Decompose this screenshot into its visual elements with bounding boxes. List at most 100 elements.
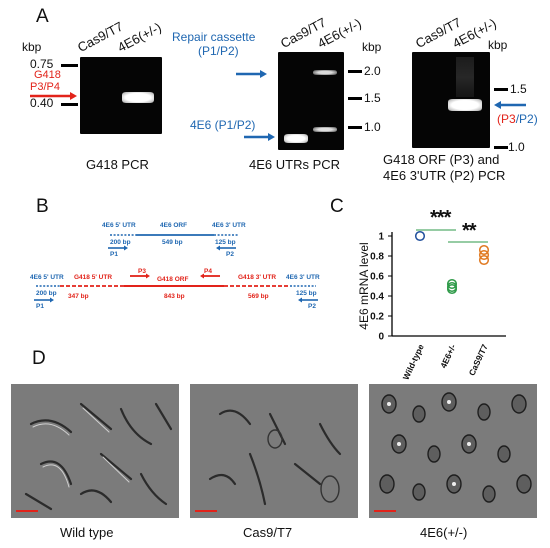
gel2-marker-tick-10 [348, 126, 362, 129]
gel2-marker-15: 1.5 [364, 91, 381, 105]
gel3-primer-p2: /P2) [515, 112, 538, 126]
gel2-kbp-label: kbp [362, 40, 382, 54]
bot-utr3-label: 4E6 3' UTR [286, 274, 320, 281]
gel2-image [278, 52, 344, 150]
sig-stars-left: *** [430, 207, 451, 229]
x-tick-label-1: 4E6+/- [438, 342, 458, 369]
gel2-repair-arrow [236, 70, 267, 78]
panel-c-letter: C [330, 196, 344, 217]
panel-b-diagram: 4E6 5' UTR 4E6 ORF 4E6 3' UTR 200 bp 549… [30, 222, 320, 310]
micrograph-wild-type-cells [24, 402, 173, 511]
gel3-marker-tick-15 [494, 88, 508, 91]
top-bp-549: 549 bp [162, 239, 183, 246]
bot-bp-843: 843 bp [164, 293, 185, 300]
panel-a-letter: A [36, 6, 49, 27]
gel1-caption: G418 PCR [86, 157, 149, 172]
gel2-marker-tick-20 [348, 70, 362, 73]
micrograph-wild-type [11, 384, 179, 518]
gel3-marker-10: 1.0 [508, 140, 525, 154]
panel-d-letter: D [32, 348, 46, 369]
top-bp-200: 200 bp [110, 239, 131, 246]
top-orf-label: 4E6 ORF [160, 222, 187, 229]
top-p1-label: P1 [110, 251, 118, 258]
micrograph-cas9-t7-cells [208, 409, 342, 506]
top-bp-125: 125 bp [215, 239, 236, 246]
data-point-0-0 [414, 230, 426, 242]
gel3-primer-p3: P3 [501, 112, 516, 126]
bot-p2-label: P2 [308, 303, 316, 310]
x-tick-label-0: Wild-type [401, 342, 426, 381]
micrograph-4e6-cells [379, 392, 532, 503]
y-tick-label-5: 1 [378, 232, 384, 243]
panel-b-letter: B [36, 196, 49, 217]
gel3-primer-label: (P3/P2) [497, 112, 538, 126]
gel3-kbp-label: kbp [488, 38, 508, 52]
data-point-1-2 [446, 283, 458, 295]
data-point-2-2 [478, 254, 490, 266]
y-axis-label: 4E6 mRNA level [357, 242, 371, 329]
gel3-primer-open: ( [497, 112, 501, 126]
top-p2-label: P2 [226, 251, 234, 258]
gel2-marker-tick-15 [348, 97, 362, 100]
micro-label-4e6: 4E6(+/-) [420, 525, 468, 540]
micrograph-4e6 [369, 384, 537, 518]
gel2-band-lane2-upper [313, 70, 337, 75]
bot-p3-label: P3 [138, 268, 146, 275]
gel3-smear [456, 57, 474, 97]
bot-bp-347: 347 bp [68, 293, 89, 300]
gel3-marker-15: 1.5 [510, 82, 527, 96]
gel3-caption-2: 4E6 3'UTR (P2) PCR [383, 168, 506, 183]
gel1-lane-label-1: Cas9/T7 [74, 18, 126, 55]
gel2-band-lane2-lower [313, 127, 337, 132]
gel3-marker-tick-10 [494, 146, 508, 149]
gel3-band [448, 99, 482, 111]
bot-p1-label: P1 [36, 303, 44, 310]
data-point-2-0 [478, 244, 490, 256]
scale-bar [195, 510, 217, 512]
sig-stars-right: ** [462, 220, 477, 242]
y-tick-label-3: 0.6 [370, 272, 384, 283]
gel1-primer-label-1: G418 [34, 69, 61, 81]
x-tick-label-2: CaS9/T7 [467, 342, 490, 377]
bot-utr5-label: 4E6 5' UTR [30, 274, 64, 281]
top-utr5-label: 4E6 5' UTR [102, 222, 136, 229]
bot-bp-200: 200 bp [36, 290, 57, 297]
data-point-2-1 [478, 249, 490, 261]
gel1-marker-075: 0.75 [30, 57, 54, 71]
gel3-primer-arrow [494, 101, 526, 109]
bot-p4-label: P4 [204, 268, 212, 275]
gel2-marker-20: 2.0 [364, 64, 381, 78]
top-utr3-label: 4E6 3' UTR [212, 222, 246, 229]
gel3-caption-1: G418 ORF (P3) and [383, 152, 500, 167]
micro-label-cas9-t7: Cas9/T7 [243, 525, 293, 540]
gel1-kbp-label: kbp [22, 40, 42, 54]
y-tick-label-4: 0.8 [370, 252, 384, 263]
gel2-band-lane1 [284, 134, 308, 143]
bot-g418-3utr-label: G418 3' UTR [238, 274, 276, 281]
gel2-repair-label-2: (P1/P2) [198, 44, 239, 58]
y-tick-label-2: 0.4 [370, 292, 384, 303]
gel1-lane-label-2: 4E6(+/-) [114, 19, 164, 56]
data-point-1-0 [446, 278, 458, 290]
scale-bar [374, 510, 396, 512]
gel1-primer-arrow [30, 92, 77, 100]
gel1-marker-tick-040 [61, 103, 78, 106]
gel1-marker-040: 0.40 [30, 96, 54, 110]
bot-bp-125: 125 bp [296, 290, 317, 297]
gel1-image [80, 57, 162, 134]
scale-bar [16, 510, 38, 512]
bot-g418-5utr-label: G418 5' UTR [74, 274, 112, 281]
bot-bp-569: 569 bp [248, 293, 269, 300]
y-tick-label-0: 0 [378, 332, 384, 343]
gel1-primer-label-2: P3/P4 [30, 81, 60, 93]
gel3-image [412, 52, 490, 148]
panel-c-chart: 0 0.2 0.4 0.6 0.8 1 4E6 mRNA level Wild-type 4E6… [357, 229, 506, 381]
gel1-band [122, 92, 154, 103]
y-tick-label-1: 0.2 [370, 312, 384, 323]
gel1-marker-tick-075 [61, 64, 78, 67]
gel2-repair-label-1: Repair cassette [172, 30, 256, 44]
bot-g418-orf-label: G418 ORF [157, 276, 188, 283]
gel2-caption: 4E6 UTRs PCR [249, 157, 341, 172]
micro-label-wild-type: Wild type [60, 525, 114, 540]
micrograph-cas9-t7 [190, 384, 358, 518]
